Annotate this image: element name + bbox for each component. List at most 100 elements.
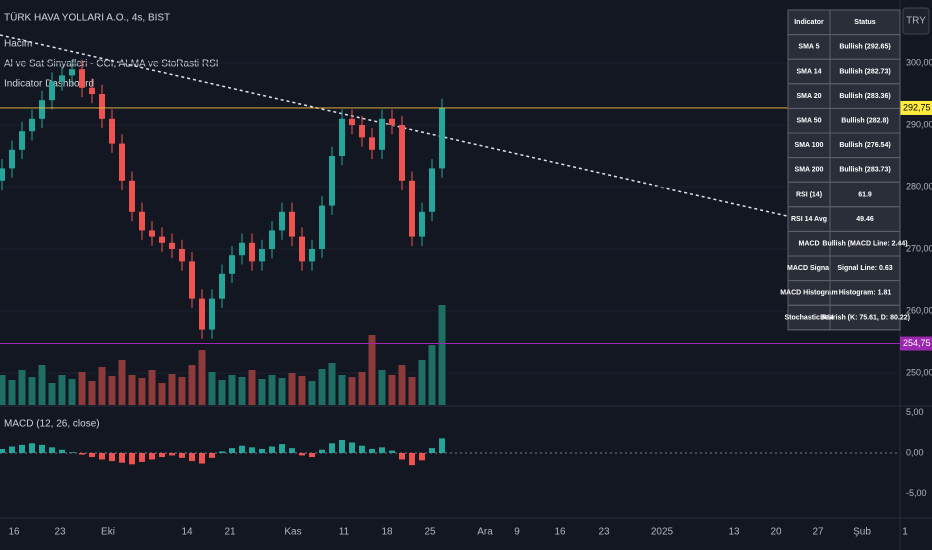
volume-bar: [348, 377, 356, 405]
macd-histogram-bar: [359, 445, 365, 453]
volume-bar: [28, 377, 36, 405]
indicator-name: Hacim: [4, 39, 32, 50]
candle: [439, 107, 445, 169]
time-tick-label: Kas: [284, 527, 301, 538]
indicator-name: Al ve Sat Sinyalleri - CCI, ALMA ve StoR…: [4, 59, 219, 70]
macd-histogram-bar: [329, 443, 335, 453]
volume-bar: [418, 360, 426, 405]
candle: [269, 230, 275, 249]
time-tick-label: Ara: [477, 527, 493, 538]
candle: [409, 180, 415, 237]
volume-bar: [38, 365, 46, 405]
macd-tick-label: 0,00: [906, 447, 924, 457]
candle: [349, 118, 355, 125]
macd-histogram-bar: [439, 438, 445, 453]
macd-tick-label: -5,00: [906, 488, 927, 498]
dashboard-text: SMA 14: [796, 68, 821, 75]
macd-histogram-bar: [429, 448, 435, 453]
candle: [159, 236, 165, 243]
macd-histogram-bar: [379, 447, 385, 453]
candle: [39, 100, 45, 119]
volume-bar: [138, 378, 146, 405]
dashboard-text: MACD Signal: [787, 265, 831, 272]
macd-histogram-bar: [229, 448, 235, 453]
currency-button[interactable]: [902, 7, 930, 35]
volume-bar: [398, 365, 406, 405]
volume-bar: [118, 360, 126, 405]
candle: [189, 261, 195, 299]
candle: [179, 249, 185, 262]
macd-histogram-bar: [219, 451, 225, 453]
macd-histogram-bar: [209, 453, 215, 458]
candle: [9, 149, 15, 169]
macd-histogram-bar: [139, 453, 145, 462]
dashboard-text: Status: [854, 19, 876, 26]
volume-bar: [0, 375, 6, 405]
candle: [369, 137, 375, 150]
volume-bar: [48, 383, 56, 405]
candle: [259, 249, 265, 262]
dashboard-text: Bullish (283.36): [839, 93, 890, 100]
time-tick-label: Şub: [853, 527, 871, 538]
volume-bar: [178, 377, 186, 405]
candle: [139, 211, 145, 231]
dashboard-text: SMA 200: [795, 167, 824, 174]
dashboard-text: RSI 14 Avg: [791, 216, 827, 223]
dashboard-text: Bullish (MACD Line: 2.44): [822, 241, 907, 248]
candle: [69, 69, 75, 76]
volume-bar: [408, 377, 416, 405]
volume-bar: [128, 375, 136, 405]
dashboard-text: 61.9: [858, 191, 872, 198]
volume-bar: [88, 381, 96, 405]
dashboard-text: Bullish (276.54): [839, 142, 890, 149]
volume-bar: [148, 370, 156, 405]
macd-histogram-bar: [159, 453, 165, 458]
dashboard-text: MACD Histogram: [780, 290, 838, 297]
candle: [99, 94, 105, 119]
volume-bar: [248, 370, 256, 405]
volume-bar: [428, 345, 436, 405]
volume-bar: [68, 379, 76, 405]
time-tick-label: 23: [598, 527, 610, 538]
dashboard-text: 49.46: [856, 216, 874, 223]
macd-histogram-bar: [389, 450, 395, 453]
dashboard-text: Stochastic RSI: [784, 314, 833, 321]
dashboard-text: RSI (14): [796, 191, 822, 198]
macd-histogram-bar: [339, 440, 345, 453]
time-tick-label: 27: [812, 527, 824, 538]
price-tick-label: 270,00: [906, 243, 932, 253]
volume-bar: [388, 375, 396, 405]
macd-histogram-bar: [79, 453, 85, 455]
volume-bar: [98, 367, 106, 405]
volume-bar: [18, 370, 26, 405]
time-tick-label: 18: [381, 527, 393, 538]
volume-bar: [238, 377, 246, 405]
volume-bar: [228, 375, 236, 405]
volume-bar: [338, 375, 346, 405]
macd-tick-label: 5,00: [906, 407, 924, 417]
volume-bar: [268, 375, 276, 405]
time-tick-label: 1: [902, 527, 908, 538]
macd-histogram-bar: [239, 445, 245, 453]
volume-bar: [108, 376, 116, 405]
candle: [249, 242, 255, 262]
candle: [359, 125, 365, 138]
volume-bar: [378, 370, 386, 405]
candle: [129, 180, 135, 212]
macd-histogram-bar: [129, 453, 135, 465]
dashboard-text: Bullish (283.73): [839, 167, 890, 174]
price-tick-label: 260,00: [906, 305, 932, 315]
dashboard-text: SMA 100: [795, 142, 824, 149]
macd-histogram-bar: [369, 448, 375, 453]
volume-bar: [438, 305, 446, 405]
macd-histogram-bar: [409, 453, 415, 466]
macd-histogram-bar: [19, 444, 25, 453]
symbol-title: TÜRK HAVA YOLLARI A.O., 4s, BIST: [4, 12, 170, 24]
candle: [0, 168, 5, 181]
macd-histogram-bar: [289, 448, 295, 453]
macd-histogram-bar: [189, 453, 195, 462]
candle: [379, 118, 385, 150]
time-tick-label: 25: [424, 527, 436, 538]
dashboard-text: Bullish (292.65): [839, 44, 890, 51]
